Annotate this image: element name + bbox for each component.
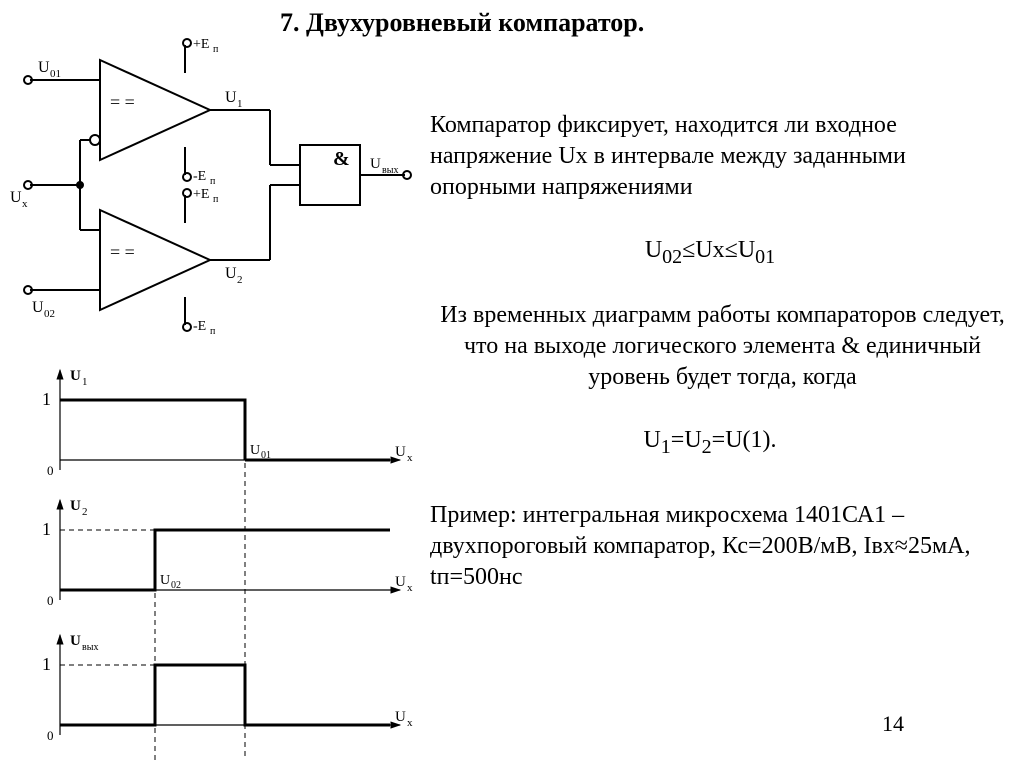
- svg-text:1: 1: [237, 98, 243, 110]
- svg-text:01: 01: [50, 68, 61, 80]
- paragraph-2: Из временных диаграмм работы компараторо…: [430, 300, 1015, 394]
- label-plus-e1: +E: [193, 37, 209, 52]
- svg-text:0: 0: [47, 728, 54, 743]
- label-eq1: = =: [110, 92, 135, 112]
- svg-text:U: U: [70, 633, 81, 649]
- svg-text:п: п: [213, 44, 219, 55]
- svg-text:1: 1: [82, 376, 88, 388]
- label-ux: U: [10, 189, 22, 206]
- svg-text:1: 1: [42, 654, 51, 674]
- label-u1: U: [225, 89, 237, 106]
- svg-text:U: U: [160, 573, 170, 588]
- label-uout: U: [370, 156, 381, 172]
- formula-2: U1=U2=U(1).: [430, 425, 990, 460]
- svg-text:U: U: [395, 574, 406, 590]
- label-u01: U: [38, 59, 50, 76]
- label-u02: U: [32, 299, 44, 316]
- svg-text:x: x: [22, 198, 28, 210]
- svg-text:вых: вых: [82, 642, 98, 653]
- svg-text:U: U: [395, 444, 406, 460]
- svg-text:02: 02: [44, 308, 55, 320]
- svg-text:U: U: [250, 443, 260, 458]
- svg-text:0: 0: [47, 463, 54, 478]
- svg-text:1: 1: [42, 519, 51, 539]
- label-minus-e1: -E: [193, 169, 206, 184]
- label-u2: U: [225, 265, 237, 282]
- page-number: 14: [882, 711, 904, 737]
- svg-text:0: 0: [47, 593, 54, 608]
- svg-text:U: U: [395, 709, 406, 725]
- svg-text:01: 01: [261, 450, 271, 461]
- svg-text:U: U: [70, 368, 81, 384]
- svg-text:вых: вых: [382, 165, 398, 176]
- timing-diagrams: U1 1 0 U01 Ux U2 1 0 U02 Ux Uвых 1 0 Ux: [30, 360, 430, 760]
- paragraph-3: Пример: интегральная микросхема 1401СА1 …: [430, 500, 1000, 594]
- paragraph-1: Компаратор фиксирует, находится ли входн…: [430, 110, 1010, 204]
- label-minus-e2: -E: [193, 319, 206, 334]
- svg-text:2: 2: [237, 274, 243, 286]
- svg-text:п: п: [213, 194, 219, 205]
- label-and: &: [333, 148, 350, 170]
- svg-text:п: п: [210, 176, 216, 187]
- label-plus-e2: +E: [193, 187, 209, 202]
- svg-text:2: 2: [82, 506, 88, 518]
- svg-text:U: U: [70, 498, 81, 514]
- svg-text:x: x: [407, 452, 413, 464]
- formula-1: U02≤Ux≤U01: [430, 235, 990, 270]
- svg-text:x: x: [407, 717, 413, 729]
- svg-text:п: п: [210, 326, 216, 337]
- svg-text:1: 1: [42, 389, 51, 409]
- svg-text:x: x: [407, 582, 413, 594]
- circuit-diagram: U01 Ux U02 = = = = +Eп -Eп +Eп -Eп U1 U2…: [10, 30, 430, 360]
- svg-text:02: 02: [171, 580, 181, 591]
- label-eq2: = =: [110, 242, 135, 262]
